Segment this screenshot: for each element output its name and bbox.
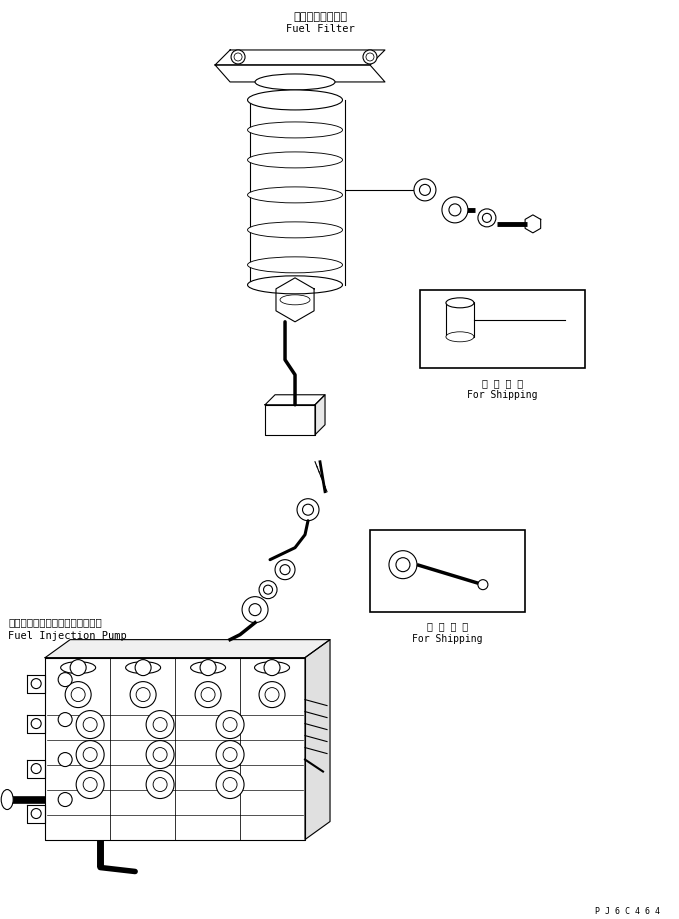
Ellipse shape (248, 221, 342, 238)
Polygon shape (27, 804, 45, 823)
Polygon shape (305, 640, 330, 840)
Polygon shape (315, 395, 325, 435)
Polygon shape (45, 658, 305, 840)
Circle shape (58, 712, 72, 727)
Ellipse shape (191, 662, 225, 674)
Circle shape (58, 673, 72, 686)
Ellipse shape (60, 662, 96, 674)
Text: P J 6 C 4 6 4: P J 6 C 4 6 4 (595, 907, 660, 916)
Circle shape (58, 753, 72, 766)
Circle shape (264, 660, 280, 675)
Bar (370, 529, 525, 612)
Circle shape (242, 596, 268, 623)
Polygon shape (27, 715, 45, 732)
Circle shape (58, 792, 72, 807)
Polygon shape (525, 215, 540, 233)
Ellipse shape (446, 298, 474, 308)
Ellipse shape (280, 295, 310, 305)
Ellipse shape (248, 276, 342, 294)
Polygon shape (215, 65, 385, 82)
Ellipse shape (255, 662, 289, 674)
Circle shape (259, 682, 285, 708)
Polygon shape (265, 404, 315, 435)
Ellipse shape (1, 789, 13, 810)
Text: フェエルフィルタ: フェエルフィルタ (293, 12, 347, 22)
Ellipse shape (446, 332, 474, 342)
Ellipse shape (255, 74, 335, 90)
Circle shape (195, 682, 221, 708)
Circle shape (231, 50, 245, 64)
Circle shape (76, 710, 104, 739)
Ellipse shape (248, 152, 342, 168)
Ellipse shape (248, 187, 342, 203)
Circle shape (216, 710, 244, 739)
Circle shape (297, 499, 319, 521)
Circle shape (146, 710, 174, 739)
Bar (420, 289, 585, 368)
Polygon shape (27, 675, 45, 693)
Circle shape (363, 50, 377, 64)
Ellipse shape (250, 91, 340, 109)
Circle shape (76, 741, 104, 768)
Ellipse shape (126, 662, 161, 674)
Text: Fuel Filter: Fuel Filter (286, 24, 354, 34)
Bar (446, 301, 474, 336)
Circle shape (135, 660, 151, 675)
Text: 運 搜 部 品: 運 搜 部 品 (427, 621, 468, 631)
Text: フェエルインジェクションポンプ: フェエルインジェクションポンプ (8, 618, 102, 628)
Circle shape (275, 560, 295, 580)
Circle shape (146, 741, 174, 768)
Circle shape (200, 660, 216, 675)
Polygon shape (276, 278, 314, 322)
Ellipse shape (248, 90, 342, 110)
Polygon shape (265, 395, 325, 404)
Circle shape (76, 770, 104, 799)
Polygon shape (250, 100, 345, 285)
Circle shape (478, 209, 496, 227)
Text: For Shipping: For Shipping (412, 633, 483, 643)
Circle shape (70, 660, 86, 675)
Ellipse shape (248, 122, 342, 138)
Circle shape (259, 581, 277, 598)
Circle shape (130, 682, 156, 708)
Polygon shape (45, 640, 330, 658)
Polygon shape (27, 760, 45, 777)
Circle shape (478, 580, 488, 590)
Circle shape (65, 682, 91, 708)
Circle shape (414, 179, 436, 201)
Text: For Shipping: For Shipping (467, 390, 538, 400)
Circle shape (216, 770, 244, 799)
Circle shape (442, 197, 468, 223)
Polygon shape (215, 50, 385, 65)
Ellipse shape (248, 256, 342, 273)
Circle shape (146, 770, 174, 799)
Circle shape (389, 550, 417, 579)
Circle shape (216, 741, 244, 768)
Text: Fuel Injection Pump: Fuel Injection Pump (8, 630, 127, 641)
Text: 運 搜 部 品: 運 搜 部 品 (482, 378, 523, 388)
